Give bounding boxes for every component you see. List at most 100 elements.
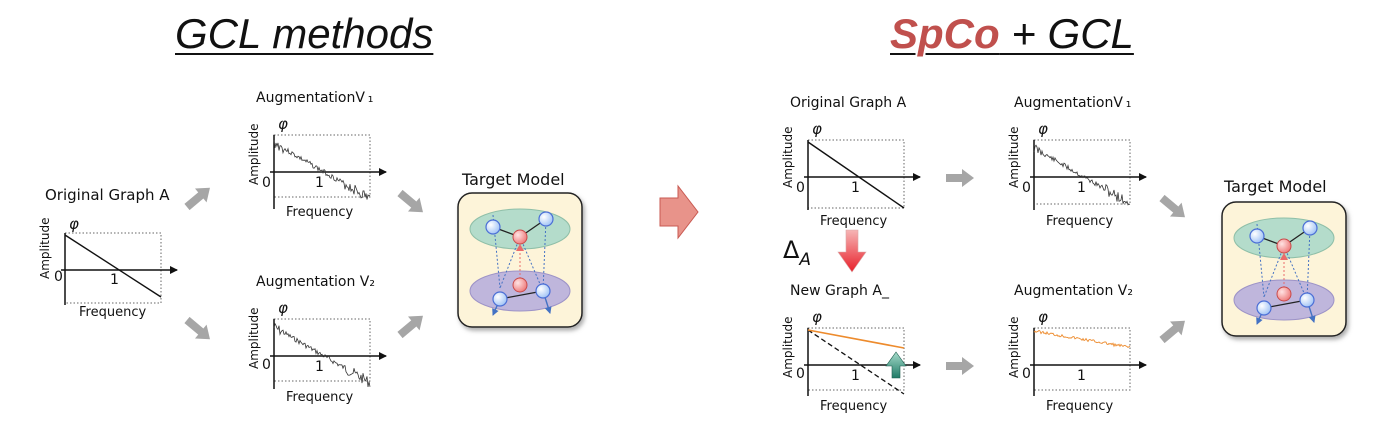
aug2-plot-right: Augmentation V₂ φ 0 1 Amplitude Frequenc… (1007, 283, 1147, 414)
zero-label: 0 (796, 366, 805, 382)
arrow-to-aug1 (184, 187, 210, 211)
one-label: 1 (110, 272, 119, 288)
x-axis-label: Frequency (1046, 399, 1113, 414)
one-label: 1 (851, 368, 860, 384)
zero-label: 0 (1022, 180, 1031, 196)
arrow-aug2-to-model (397, 315, 423, 339)
aggregation-arrowhead (1280, 253, 1288, 260)
zero-label: 0 (796, 180, 805, 196)
arrow-aug1-to-model (397, 189, 423, 213)
spectrum-line (807, 141, 905, 209)
phi-label: φ (812, 120, 822, 138)
zero-label: 0 (1022, 366, 1031, 382)
y-axis-label: Amplitude (781, 317, 795, 379)
red-node (512, 229, 528, 245)
arrow-orig-to-aug1 (946, 169, 974, 187)
y-axis-label: Amplitude (247, 124, 261, 186)
red-node (1276, 286, 1292, 302)
layer-link (499, 236, 521, 289)
zero-label: 0 (54, 269, 63, 285)
one-label: 1 (851, 180, 860, 196)
delta-symbol: Δ (783, 236, 800, 264)
arrow-new-to-aug2 (946, 357, 974, 375)
noisy-spectrum (273, 140, 371, 200)
arrow-aug1-to-model (1159, 194, 1185, 218)
red-node (512, 277, 528, 293)
phi-label: φ (1038, 120, 1048, 138)
blue-node (535, 283, 551, 299)
noisy-spectrum (1033, 144, 1131, 206)
flow-arrows-left (184, 187, 423, 340)
x-axis-label: Frequency (286, 205, 353, 220)
original-graph-label: Original Graph A (790, 95, 907, 111)
y-axis-label: Amplitude (1007, 317, 1021, 379)
x-axis-label: Frequency (1046, 214, 1113, 229)
new-spectrum-line (807, 329, 905, 349)
spectrum-line (64, 234, 162, 298)
y-axis-label: Amplitude (781, 127, 795, 189)
x-axis-label: Frequency (820, 214, 887, 229)
model-graph (1233, 217, 1335, 325)
blue-node (1256, 300, 1272, 316)
blue-node (538, 211, 554, 227)
aug2-label: Augmentation V₂ (1014, 283, 1133, 299)
layer-link (1263, 245, 1285, 298)
aug1-label: AugmentationV ₁ (1014, 95, 1131, 111)
original-graph-label: Original Graph A (45, 186, 170, 204)
new-graph-plot: New Graph A_ φ 0 1 Amplitude Frequency (781, 283, 921, 414)
phi-label: φ (278, 299, 288, 317)
x-axis-label: Frequency (286, 390, 353, 405)
spco-title-accent: SpCo (890, 10, 1000, 57)
model-graph (469, 208, 571, 316)
one-label: 1 (1077, 180, 1086, 196)
zero-label: 0 (262, 175, 271, 191)
aug1-plot-left: AugmentationV ₁ φ 0 1 Amplitude Frequenc… (247, 90, 387, 220)
layer-link (542, 218, 547, 292)
one-label: 1 (315, 359, 324, 375)
phi-label: φ (1038, 308, 1048, 326)
target-model-label: Target Model (461, 170, 565, 189)
noisy-spectrum (273, 322, 371, 387)
target-model-right: Target Model (1221, 177, 1347, 337)
spco-gcl-title: SpCo + GCL (890, 10, 1134, 58)
blue-node (485, 219, 501, 235)
y-axis-label: Amplitude (247, 308, 261, 370)
x-axis-label: Frequency (79, 305, 146, 320)
delta-arrow (837, 229, 867, 273)
aug1-label: AugmentationV ₁ (256, 90, 373, 106)
teal-up-arrow (885, 351, 907, 379)
delta-label: ΔA (783, 236, 811, 270)
one-label: 1 (315, 175, 324, 191)
phi-label: φ (278, 115, 288, 133)
one-label: 1 (1077, 368, 1086, 384)
phi-label: φ (812, 308, 822, 326)
y-axis-label: Amplitude (1007, 127, 1021, 189)
aggregation-arrowhead (516, 244, 524, 251)
aug2-label: Augmentation V₂ (256, 274, 375, 290)
blue-node (1299, 292, 1315, 308)
original-graph-plot-right: Original Graph A φ 0 1 Amplitude Frequen… (781, 95, 921, 229)
layer-link (519, 236, 544, 292)
flow-arrows-right (946, 169, 1185, 375)
delta-subscript: A (798, 250, 811, 270)
orange-noisy-spectrum (1033, 329, 1131, 348)
phi-label: φ (69, 215, 79, 233)
layer-link (1306, 227, 1311, 301)
blue-node (492, 291, 508, 307)
aug1-plot-right: AugmentationV ₁ φ 0 1 Amplitude Frequenc… (1007, 95, 1147, 229)
transition-arrow (659, 184, 699, 240)
target-model-label: Target Model (1223, 177, 1327, 196)
plot-frame (64, 232, 162, 304)
y-axis-label: Amplitude (38, 218, 52, 280)
gcl-methods-title: GCL methods (175, 10, 434, 57)
spco-title-rest: + GCL (999, 10, 1134, 57)
arrow-to-aug2 (184, 316, 210, 340)
red-node (1276, 238, 1292, 254)
aug2-plot-left: Augmentation V₂ φ 0 1 Amplitude Frequenc… (247, 274, 387, 405)
blue-node (1302, 220, 1318, 236)
new-graph-label: New Graph A_ (790, 283, 890, 299)
zero-label: 0 (262, 357, 271, 373)
original-graph-plot: Original Graph A φ 0 1 Amplitude Frequen… (38, 186, 178, 320)
arrow-aug2-to-model (1159, 320, 1185, 344)
